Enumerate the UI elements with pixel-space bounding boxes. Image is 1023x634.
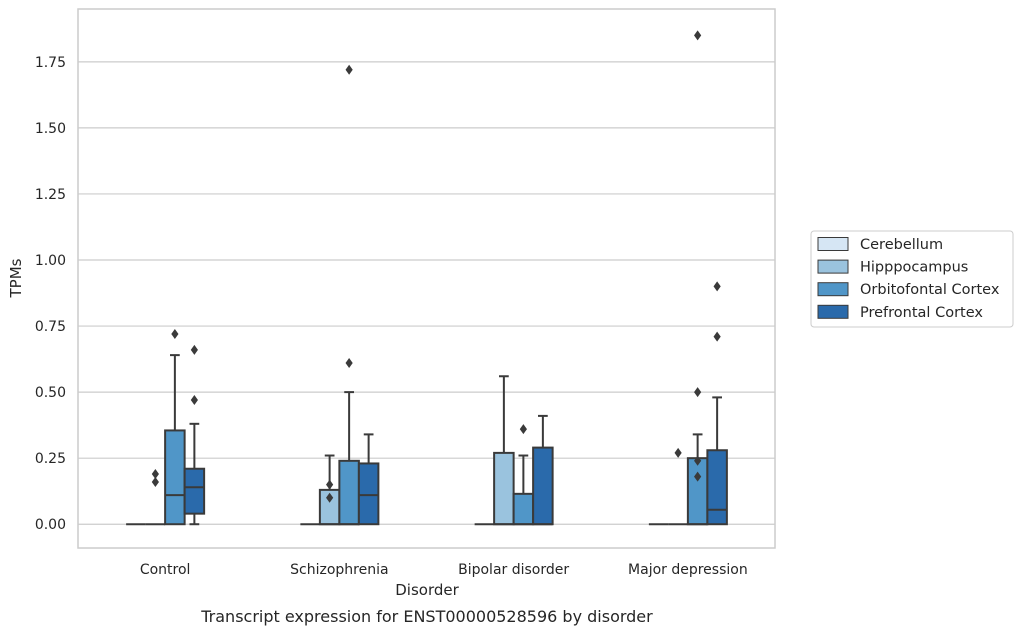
legend-label: Cerebellum [860, 237, 943, 253]
box-body [493, 451, 515, 526]
y-axis-title: TPMs [7, 258, 25, 298]
outlier-point [694, 30, 702, 41]
y-tick-label: 0.25 [35, 451, 66, 467]
box-body [706, 449, 728, 526]
box-body [357, 462, 380, 526]
chart-caption: Transcript expression for ENST0000052859… [200, 607, 653, 626]
box [706, 281, 728, 526]
box-body [164, 429, 186, 526]
legend: Cerebellum Hipppocampus Orbitofontal Corte… [810, 230, 1014, 328]
legend-items: Cerebellum Hipppocampus Orbitofontal Corte… [817, 237, 1000, 321]
legend-swatch [817, 259, 849, 274]
outlier-point [326, 492, 334, 503]
box [686, 30, 709, 526]
x-tick-label: Bipolar disorder [458, 562, 569, 578]
outlier-point [345, 358, 353, 369]
box-body [686, 457, 709, 526]
y-tick-label: 1.75 [35, 55, 66, 71]
legend-label: Prefrontal Cortex [860, 305, 983, 321]
outlier-point [151, 469, 159, 480]
outlier-point [326, 479, 334, 490]
box-body [338, 459, 360, 526]
series-hipppocampus [145, 375, 688, 526]
x-tick-label: Schizophrenia [290, 562, 388, 578]
box [493, 375, 515, 526]
outlier-point [345, 64, 353, 75]
y-tick-label: 0.75 [35, 319, 66, 335]
box [183, 344, 206, 526]
box-series [126, 30, 728, 526]
box [338, 64, 360, 526]
box [145, 469, 166, 526]
outlier-point [713, 281, 721, 292]
legend-label: Hipppocampus [860, 260, 968, 276]
legend-swatch [817, 304, 849, 319]
box [668, 447, 688, 526]
y-tick-label: 1.50 [35, 121, 66, 137]
y-tick-labels: 0.00 0.25 0.50 0.75 1.00 1.25 1.50 1.75 [35, 55, 66, 533]
outlier-point [674, 447, 682, 458]
outlier-point [694, 387, 702, 398]
legend-label: Orbitofontal Cortex [860, 282, 1000, 298]
x-tick-label: Major depression [628, 562, 748, 578]
box-body [512, 492, 535, 526]
legend-swatch [817, 282, 849, 297]
x-tick-labels: Control Schizophrenia Bipolar disorder Majo… [140, 562, 748, 578]
outlier-point [151, 476, 159, 487]
y-tick-label: 0.50 [35, 385, 66, 401]
y-tick-label: 1.25 [35, 187, 66, 203]
y-tick-label: 0.00 [35, 517, 66, 533]
box [512, 424, 535, 526]
series-orbitofontal-cortex [164, 30, 709, 526]
box [357, 433, 380, 526]
x-axis-title: Disorder [395, 581, 459, 599]
outlier-point [694, 471, 702, 482]
box-body [532, 446, 554, 526]
series-prefrontal-cortex [183, 281, 728, 526]
outlier-point [171, 328, 179, 339]
outlier-point [190, 344, 198, 355]
outlier-point [519, 424, 527, 435]
x-tick-label: Control [140, 562, 191, 578]
plot-frame [77, 8, 776, 549]
legend-frame [810, 230, 1014, 328]
legend-swatch [817, 237, 849, 251]
box [318, 454, 341, 526]
y-tick-label: 1.00 [35, 253, 66, 269]
outlier-point [713, 331, 721, 342]
outlier-point [694, 455, 702, 466]
box [164, 328, 186, 526]
box-body [183, 467, 206, 515]
outlier-point [190, 395, 198, 406]
box [532, 414, 554, 526]
